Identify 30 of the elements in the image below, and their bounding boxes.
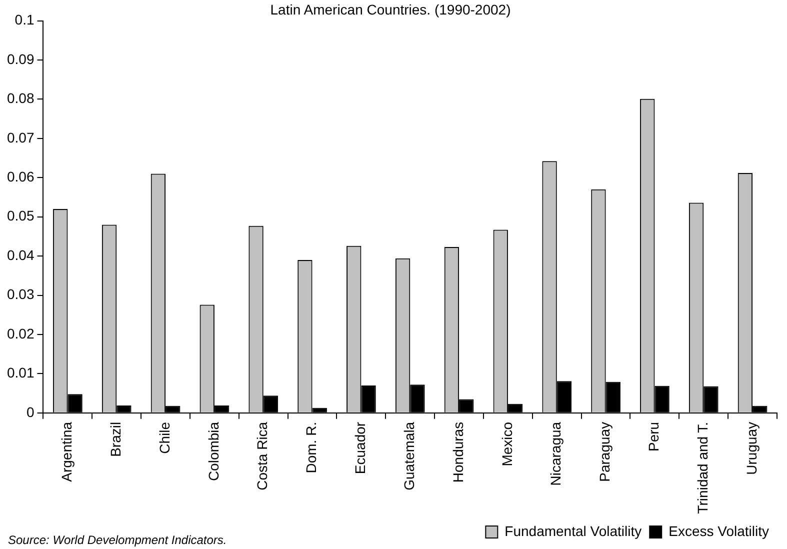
x-tick-label: Nicaragua [548, 422, 564, 486]
x-tick-label: Trinidad and T. [694, 422, 710, 514]
y-tick-label: 0.04 [7, 246, 34, 263]
x-tick-label: Paraguay [596, 422, 613, 482]
y-tick-label: 0.08 [7, 90, 34, 106]
x-tick-label: Costa Rica [254, 422, 270, 490]
y-tick-label: 0.05 [7, 208, 34, 224]
legend-label: Excess Volatility [668, 522, 770, 539]
x-tick-label: Chile [156, 422, 172, 454]
x-tick-label: Colombia [205, 422, 222, 482]
x-tick-label: Mexico [498, 422, 515, 466]
y-tick-label: 0.07 [7, 129, 34, 146]
x-tick-label: Argentina [58, 422, 75, 482]
x-tick-label: Ecuador [352, 422, 368, 474]
x-tick-label: Dom. R. [303, 422, 320, 474]
legend-label: Fundamental Volatility [504, 522, 642, 539]
y-tick-label: 0.03 [7, 286, 34, 302]
x-tick-label: Guatemala [400, 422, 417, 490]
chart-title: Latin American Countries. (1990-2002) [270, 1, 511, 18]
y-tick-label: 0.02 [7, 325, 34, 342]
x-tick-label: Brazil [107, 422, 124, 457]
x-tick-label: Uruguay [743, 422, 760, 475]
y-tick-label: 0.1 [14, 12, 34, 28]
y-tick-label: 0.06 [7, 168, 34, 185]
source-note: Source: World Develompment Indicators. [8, 533, 227, 547]
x-tick-label: Peru [646, 422, 662, 452]
x-tick-label: Honduras [450, 422, 466, 483]
y-tick-label: 0 [26, 404, 34, 420]
y-tick-label: 0.01 [7, 364, 34, 381]
y-tick-label: 0.09 [7, 50, 34, 67]
